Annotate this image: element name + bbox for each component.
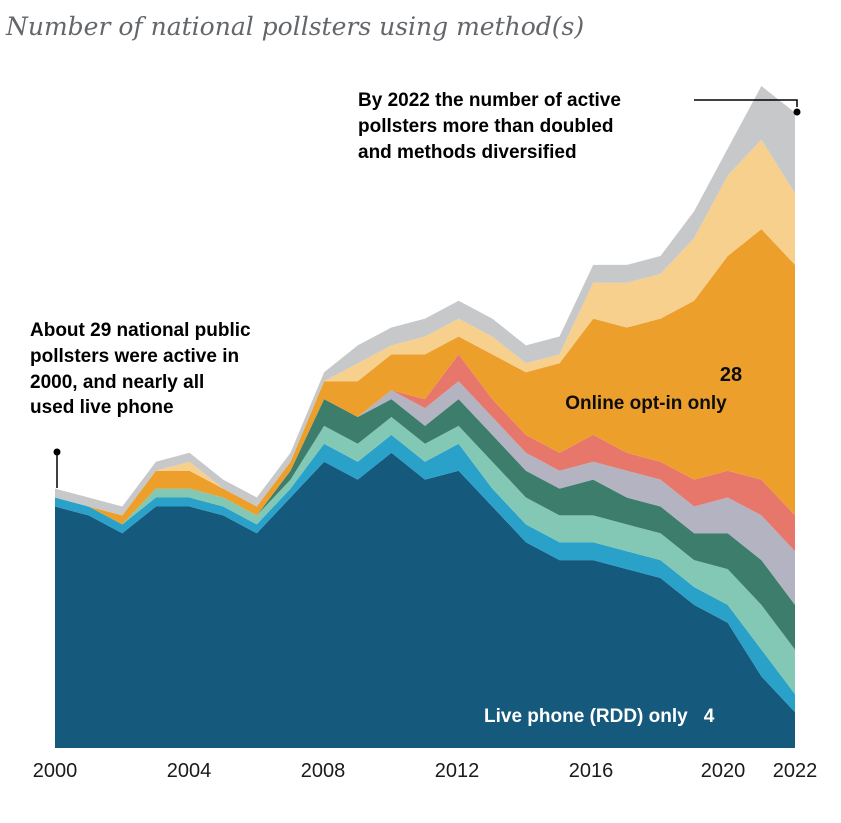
page-title: Number of national pollsters using metho… xyxy=(6,12,585,41)
area-unlabeled-gray-lavender xyxy=(55,381,795,605)
area-unlabeled-dark-green xyxy=(55,399,795,650)
live-phone-series-label: Live phone (RDD) only 4 xyxy=(484,706,714,728)
x-tick-2022: 2022 xyxy=(772,760,818,782)
area-unlabeled-seafoam xyxy=(55,417,795,695)
live-phone-label-text: Live phone (RDD) only xyxy=(484,706,688,727)
annotation-right-line: and methods diversified xyxy=(358,141,577,163)
annotation-left: About 29 national public pollsters were … xyxy=(30,318,251,421)
annotation-left-line: used live phone xyxy=(30,397,174,419)
annotation-right: By 2022 the number of active pollsters m… xyxy=(358,88,621,165)
online-optin-value-label: 28 xyxy=(719,364,743,386)
annotation-connector-left xyxy=(53,448,61,488)
x-tick-2008: 2008 xyxy=(300,760,346,782)
x-tick-2012: 2012 xyxy=(434,760,480,782)
annotation-left-line: About 29 national public xyxy=(30,320,251,341)
area-online-opt-in-only xyxy=(55,229,795,525)
x-tick-2020: 2020 xyxy=(700,760,746,782)
annotation-left-line: pollsters were active in xyxy=(30,345,240,367)
annotation-right-line: By 2022 the number of active xyxy=(358,90,621,111)
x-tick-2016: 2016 xyxy=(568,760,614,782)
annotation-connector-right xyxy=(694,99,801,116)
x-tick-2000: 2000 xyxy=(32,760,78,782)
online-optin-series-label: Online opt-in only xyxy=(565,393,727,414)
area-live-phone-rdd-only xyxy=(55,452,795,748)
x-tick-2004: 2004 xyxy=(166,760,212,782)
area-series-group xyxy=(55,86,795,748)
area-unlabeled-light-blue xyxy=(55,434,795,713)
annotation-left-line: 2000, and nearly all xyxy=(30,371,205,393)
annotation-dot-right xyxy=(793,108,801,116)
live-phone-value: 4 xyxy=(703,706,715,727)
annotation-right-line: pollsters more than doubled xyxy=(358,115,614,137)
